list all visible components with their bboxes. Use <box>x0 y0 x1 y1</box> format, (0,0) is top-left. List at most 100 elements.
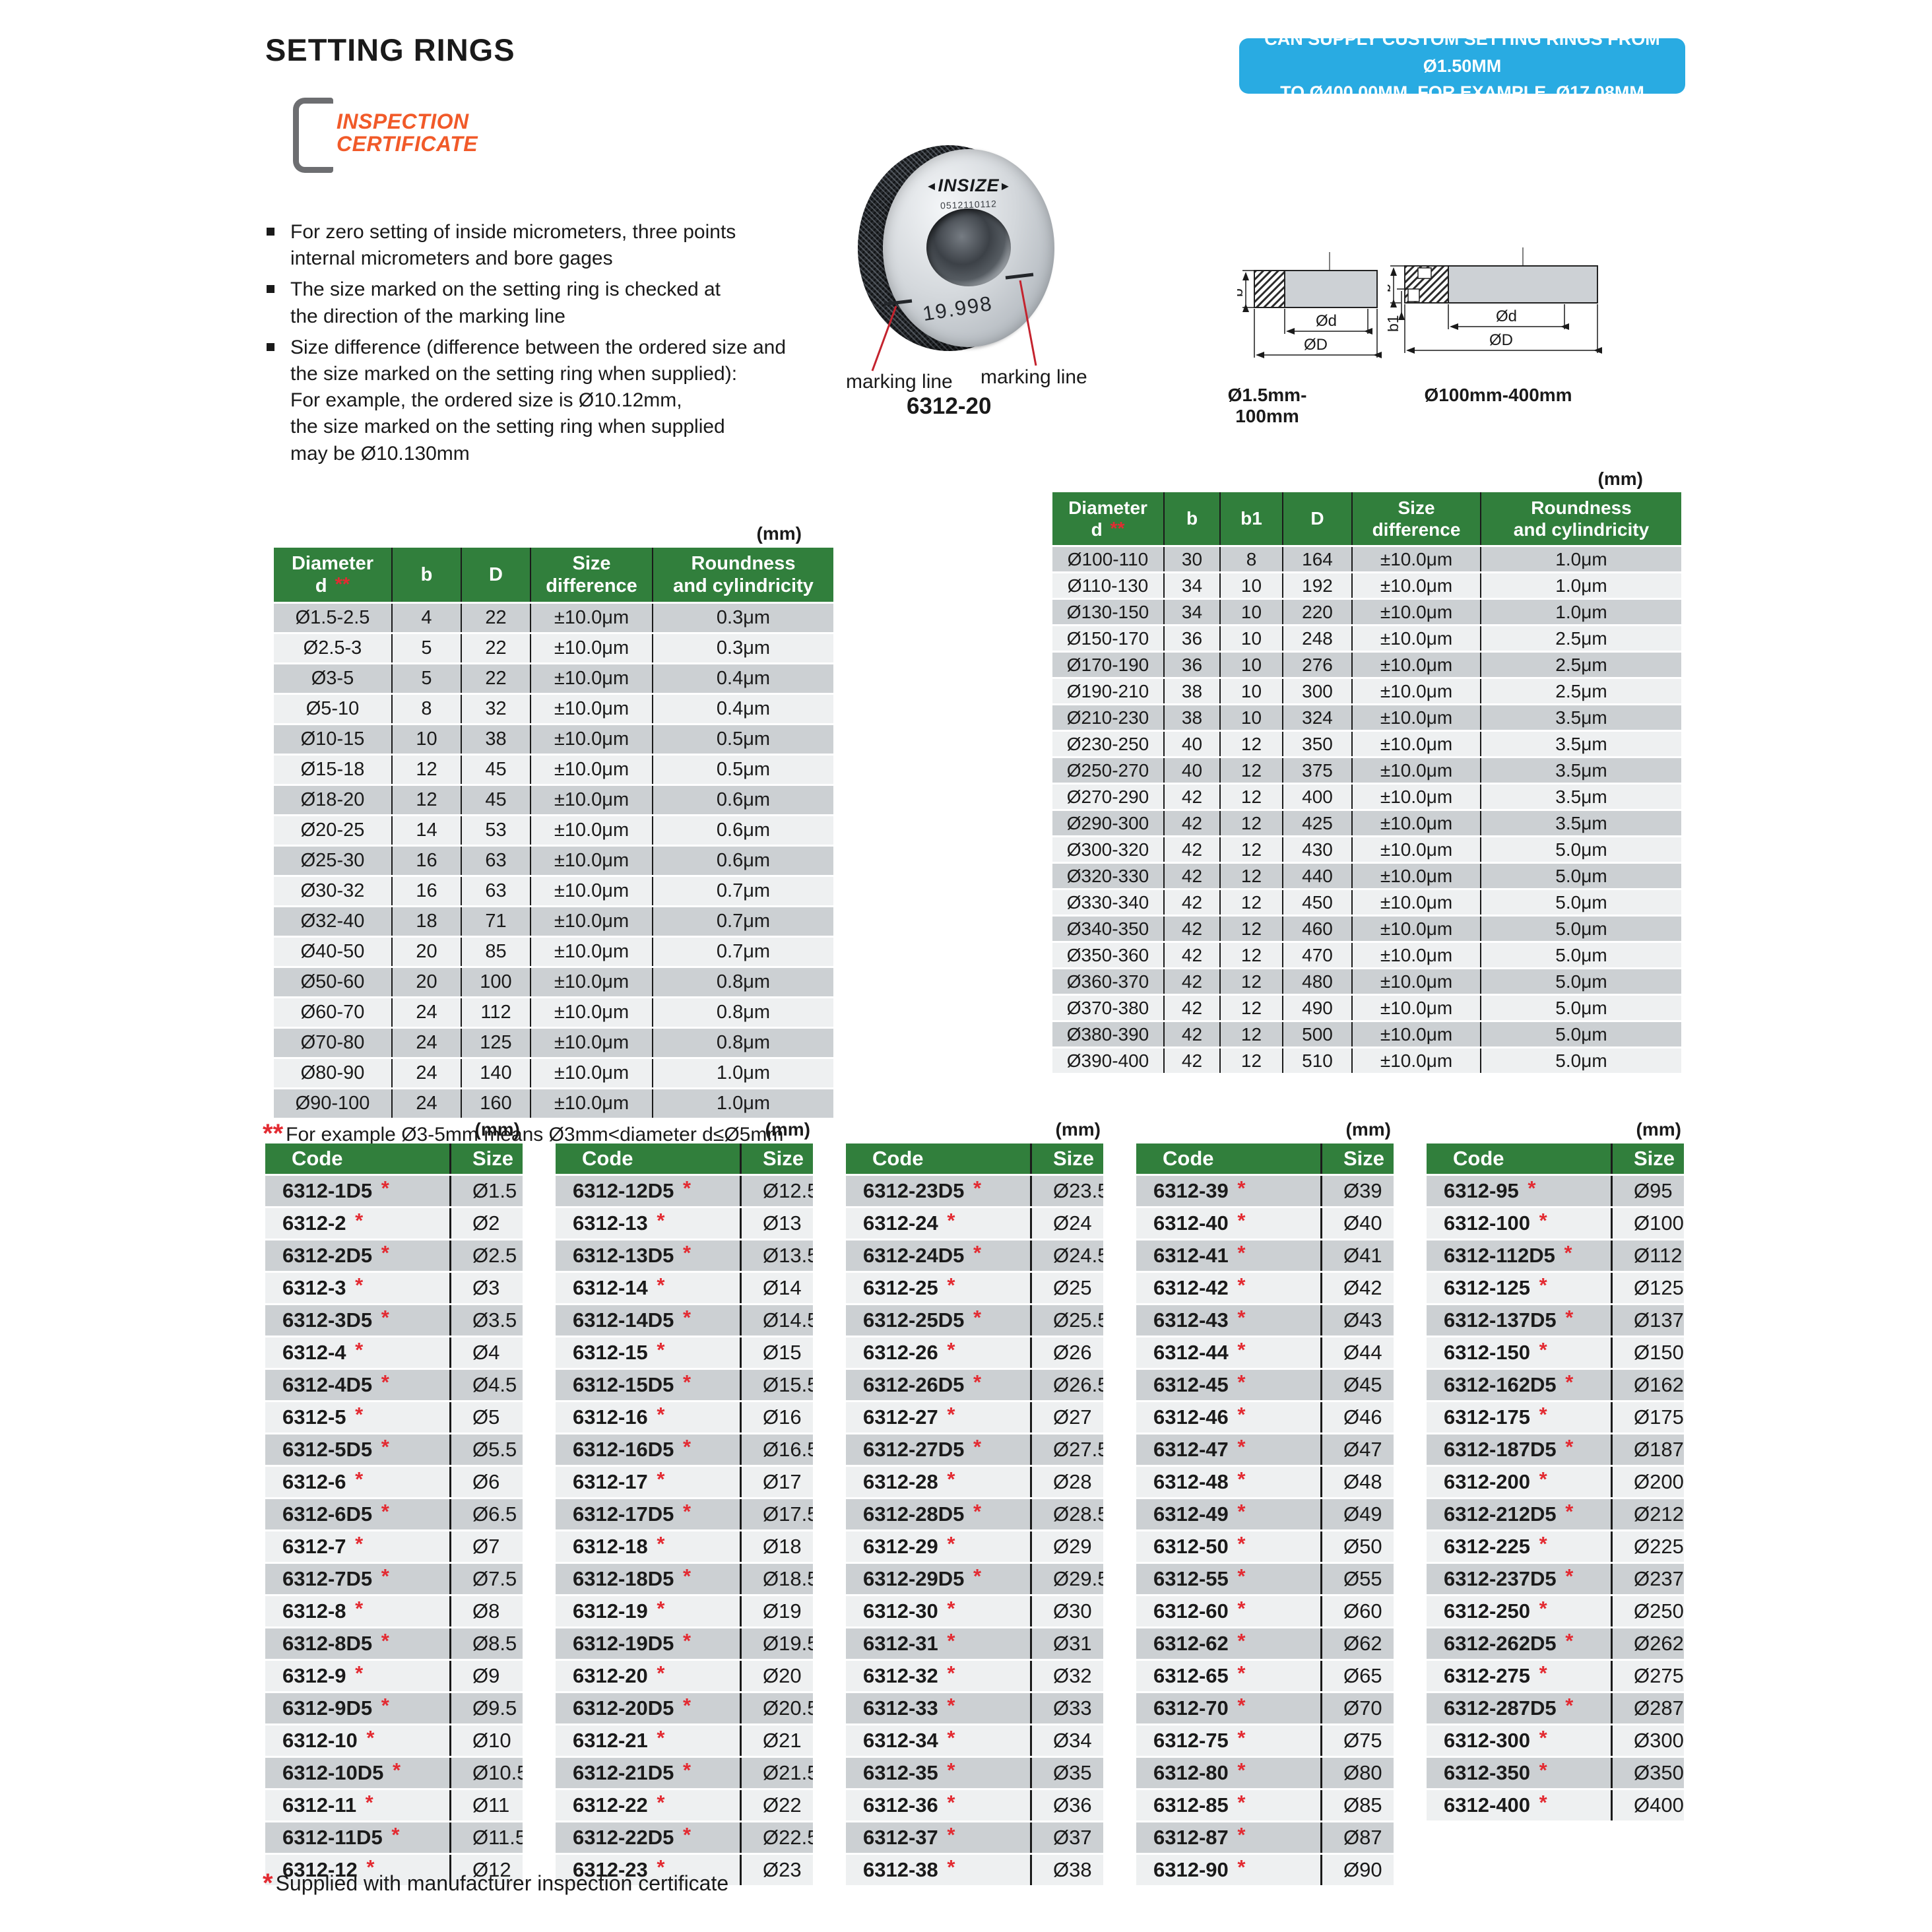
table-row: 6312-41 * Ø41 <box>1136 1239 1394 1273</box>
table-cell: ±10.0μm <box>531 602 653 634</box>
unit-label: (mm) <box>474 1119 520 1140</box>
table-cell: 6312-175 * <box>1427 1401 1613 1434</box>
table-cell: 1.0μm <box>1481 598 1681 626</box>
table-cell: 6312-1D5 * <box>265 1175 451 1208</box>
double-star-symbol: ** <box>263 1119 284 1148</box>
dim-label-d: Ød <box>1496 307 1517 325</box>
table-cell: Ø27.5 <box>1031 1433 1103 1467</box>
unit-label: (mm) <box>1345 1119 1391 1140</box>
spec-table-large-range: Diameter d ** b b1 D Size difference Roundnes… <box>1052 492 1681 1075</box>
table-row: Ø1.5-2.5 4 22 ±10.0μm 0.3μm <box>274 602 833 634</box>
table-cell: Ø21 <box>740 1724 813 1758</box>
table-cell: 24 <box>392 997 462 1029</box>
table-cell: 5.0μm <box>1481 994 1681 1022</box>
table-cell: Ø32-40 <box>274 906 393 938</box>
table-cell: 6312-24D5 * <box>846 1239 1032 1273</box>
table-cell: Ø5.5 <box>450 1433 523 1467</box>
table-cell: 0.8μm <box>653 1027 833 1059</box>
column-header: Size <box>1611 1143 1684 1176</box>
table-cell: 0.8μm <box>653 967 833 998</box>
table-cell: 6312-8 * <box>265 1595 451 1628</box>
table-cell: Ø20 <box>740 1659 813 1693</box>
table-row: 6312-4D5 * Ø4.5 <box>265 1368 523 1402</box>
table-cell: Ø125 <box>1611 1272 1684 1305</box>
table-cell: Ø9.5 <box>450 1692 523 1725</box>
table-cell: Ø350 <box>1611 1756 1684 1790</box>
table-row: Ø340-350 42 12 460 ±10.0μm 5.0μm <box>1052 915 1681 943</box>
table-cell: Ø42 <box>1321 1272 1394 1305</box>
table-row: Ø25-30 16 63 ±10.0μm 0.6μm <box>274 845 833 877</box>
table-cell: Ø30-32 <box>274 876 393 907</box>
table-cell: 6312-4D5 * <box>265 1368 451 1402</box>
table-cell: 6312-11 * <box>265 1789 451 1822</box>
table-cell: 6312-17 * <box>556 1465 742 1499</box>
table-cell: 6312-35 * <box>846 1756 1032 1790</box>
footnote-double-star: ** For example Ø3-5mm means Ø3mm<diameter… <box>263 1120 856 1147</box>
header-row: Code Size <box>265 1143 523 1176</box>
table-row: 6312-31 * Ø31 <box>846 1627 1103 1661</box>
table-cell: Ø87 <box>1321 1821 1394 1855</box>
table-cell: ±10.0μm <box>531 1088 653 1120</box>
table-cell: ±10.0μm <box>531 693 653 725</box>
table-cell: Ø100 <box>1611 1207 1684 1240</box>
table-cell: 6312-95 * <box>1427 1175 1613 1208</box>
table-row: 6312-25D5 *Ø25.5 <box>846 1304 1103 1337</box>
table-cell: 6312-13 * <box>556 1207 742 1240</box>
table-cell: 6312-400 * <box>1427 1789 1613 1822</box>
marking-line-label-left: marking line <box>846 371 953 393</box>
table-cell: Ø14 <box>740 1272 813 1305</box>
table-cell: 63 <box>461 876 531 907</box>
table-cell: Ø18-20 <box>274 785 393 816</box>
table-cell: 34 <box>1164 598 1221 626</box>
table-cell: 6312-162D5 * <box>1427 1368 1613 1402</box>
table-row: Ø18-20 12 45 ±10.0μm 0.6μm <box>274 785 833 816</box>
table-cell: 6312-15 * <box>556 1336 742 1370</box>
table-cell: Ø47 <box>1321 1433 1394 1467</box>
table-row: Ø170-190 36 10 276 ±10.0μm 2.5μm <box>1052 651 1681 679</box>
table-cell: 6312-3D5 * <box>265 1304 451 1337</box>
table-cell: Ø24.5 <box>1031 1239 1103 1273</box>
table-cell: 6312-7D5 * <box>265 1562 451 1596</box>
table-cell: 38 <box>461 724 531 756</box>
table-cell: 5.0μm <box>1481 968 1681 996</box>
table-cell: 20 <box>392 967 462 998</box>
table-cell: Ø112.5 <box>1611 1239 1684 1273</box>
table-row: 6312-43 * Ø43 <box>1136 1304 1394 1337</box>
table-cell: 6312-28D5 * <box>846 1498 1032 1531</box>
table-cell: ±10.0μm <box>1352 704 1481 732</box>
table-row: 6312-46 * Ø46 <box>1136 1401 1394 1434</box>
column-header: Size <box>740 1143 813 1176</box>
table-cell: 12 <box>1220 783 1283 811</box>
table-cell: Ø162.5 <box>1611 1368 1684 1402</box>
table-cell: 6312-49 * <box>1136 1498 1322 1531</box>
table-cell: 0.7μm <box>653 906 833 938</box>
table-cell: 10 <box>1220 598 1283 626</box>
table-cell: Ø20.5 <box>740 1692 813 1725</box>
table-cell: 6312-27D5 * <box>846 1433 1032 1467</box>
table-cell: 6312-29D5 * <box>846 1562 1032 1596</box>
table-row: Ø150-170 36 10 248 ±10.0μm 2.5μm <box>1052 625 1681 653</box>
table-row: 6312-32 * Ø32 <box>846 1659 1103 1693</box>
table-cell: Ø17.5 <box>740 1498 813 1531</box>
table-row: 6312-10D5 *Ø10.5 <box>265 1756 523 1790</box>
table-cell: Ø100-110 <box>1052 546 1165 573</box>
table-cell: 12 <box>1220 942 1283 969</box>
table-cell: 100 <box>461 967 531 998</box>
table-row: Ø32-40 18 71 ±10.0μm 0.7μm <box>274 906 833 938</box>
table-cell: 2.5μm <box>1481 625 1681 653</box>
table-row: 6312-212D5 *Ø212.5 <box>1427 1498 1684 1531</box>
table-cell: 42 <box>1164 889 1221 917</box>
table-cell: 6312-100 * <box>1427 1207 1613 1240</box>
table-cell: 3.5μm <box>1481 757 1681 785</box>
table-row: 6312-10 * Ø10 <box>265 1724 523 1758</box>
table-row: 6312-21D5 *Ø21.5 <box>556 1756 813 1790</box>
table-cell: Ø25.5 <box>1031 1304 1103 1337</box>
table-cell: 248 <box>1283 625 1353 653</box>
table-cell: 192 <box>1283 572 1353 600</box>
table-cell: Ø380-390 <box>1052 1021 1165 1048</box>
diagram-caption: Ø1.5mm-100mm <box>1227 385 1307 426</box>
table-row: 6312-23D5 *Ø23.5 <box>846 1175 1103 1208</box>
table-cell: ±10.0μm <box>1352 546 1481 573</box>
table-row: Ø250-270 40 12 375 ±10.0μm 3.5μm <box>1052 757 1681 785</box>
table-cell: 6312-200 * <box>1427 1465 1613 1499</box>
